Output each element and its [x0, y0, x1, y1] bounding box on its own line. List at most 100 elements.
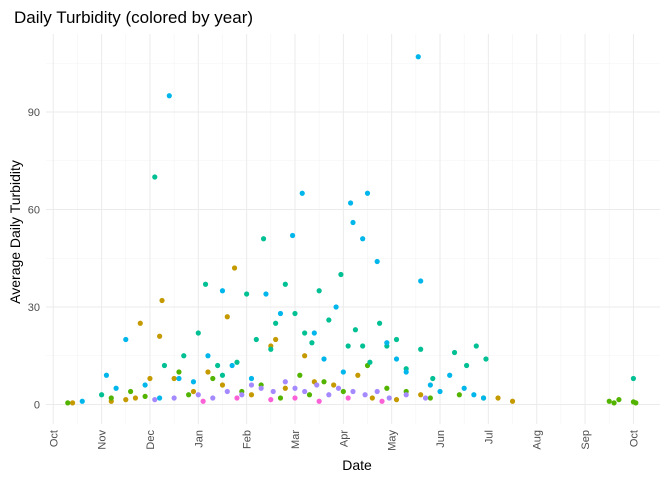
data-point [229, 362, 235, 369]
data-point [113, 385, 119, 391]
data-point [352, 327, 359, 333]
data-point [292, 310, 298, 317]
data-point [374, 258, 380, 265]
series-2 [98, 174, 637, 398]
y-tick-label: 60 [28, 205, 40, 217]
data-point [123, 397, 129, 403]
data-point [321, 356, 327, 362]
data-point [360, 343, 366, 349]
x-axis-ticks: Oct Nov Dec Jan Feb Mar Apr May Jun Jul Aug Sep Oct [48, 430, 640, 451]
data-point [331, 382, 337, 388]
data-point [282, 281, 288, 287]
data-point [340, 369, 346, 375]
data-point [234, 359, 240, 365]
y-axis-ticks: 0 30 60 90 [28, 107, 40, 412]
data-point [306, 392, 313, 398]
data-point [142, 382, 148, 388]
data-point [456, 392, 462, 398]
series-0 [69, 265, 516, 406]
data-point [157, 333, 163, 339]
data-point [427, 382, 433, 388]
data-point [176, 369, 182, 375]
data-point [103, 372, 110, 378]
data-point [393, 356, 400, 362]
data-point [350, 219, 356, 226]
chart-title: Daily Turbidity (colored by year) [14, 8, 253, 27]
data-point [393, 397, 400, 403]
data-point [437, 388, 443, 395]
x-tick-label: Mar [290, 430, 302, 449]
data-point [302, 388, 308, 395]
data-point [379, 398, 385, 404]
data-point [157, 395, 163, 401]
data-point [364, 190, 371, 196]
data-point [277, 310, 284, 317]
data-point [340, 388, 346, 395]
grid [46, 34, 660, 424]
data-point [152, 397, 158, 403]
data-point [302, 353, 308, 359]
data-point [258, 385, 264, 391]
x-tick-label: Apr [338, 430, 350, 447]
data-point [268, 346, 274, 352]
series-3 [79, 54, 487, 404]
data-point [268, 397, 274, 403]
data-point [386, 395, 392, 401]
data-point [239, 392, 245, 398]
data-point [159, 297, 165, 304]
data-point [321, 379, 327, 385]
data-point [152, 174, 158, 180]
x-tick-label: Feb [242, 430, 254, 449]
data-point [190, 388, 197, 395]
data-point [314, 382, 320, 388]
data-point [347, 200, 354, 206]
data-point [299, 190, 305, 196]
x-tick-label: Oct [48, 430, 60, 447]
data-point [166, 93, 172, 99]
x-tick-label: Jan [193, 430, 205, 448]
data-point [123, 336, 129, 343]
data-point [427, 395, 433, 401]
x-tick-label: Sep [580, 430, 592, 450]
data-point [418, 278, 424, 284]
data-point [376, 320, 383, 326]
data-point [195, 330, 201, 336]
data-point [611, 400, 617, 406]
x-tick-label: Jun [435, 430, 447, 448]
data-point [362, 392, 368, 398]
data-point [273, 320, 279, 326]
data-point [69, 400, 76, 406]
data-point [335, 385, 342, 391]
data-point [355, 372, 361, 378]
data-point [224, 314, 230, 320]
data-point [282, 385, 288, 391]
data-point [393, 336, 400, 343]
data-point [202, 281, 209, 287]
data-point [263, 291, 269, 297]
data-points [65, 54, 639, 406]
data-point [137, 320, 143, 326]
data-point [461, 385, 467, 391]
data-point [350, 388, 356, 395]
data-point [403, 369, 409, 375]
series-4 [152, 379, 429, 403]
data-point [132, 395, 139, 401]
data-point [277, 395, 284, 401]
data-point [234, 395, 240, 401]
data-point [333, 304, 339, 310]
data-point [345, 395, 351, 401]
data-point [210, 375, 216, 382]
data-point [270, 388, 276, 395]
data-point [302, 330, 308, 336]
data-point [248, 382, 255, 388]
data-point [79, 398, 85, 404]
data-point [403, 392, 409, 398]
data-point [253, 336, 259, 343]
data-point [464, 362, 470, 369]
y-tick-label: 90 [28, 107, 40, 119]
data-point [430, 375, 436, 382]
data-point [316, 288, 322, 294]
data-point [273, 336, 279, 343]
data-point [248, 375, 255, 382]
data-point [176, 375, 182, 382]
